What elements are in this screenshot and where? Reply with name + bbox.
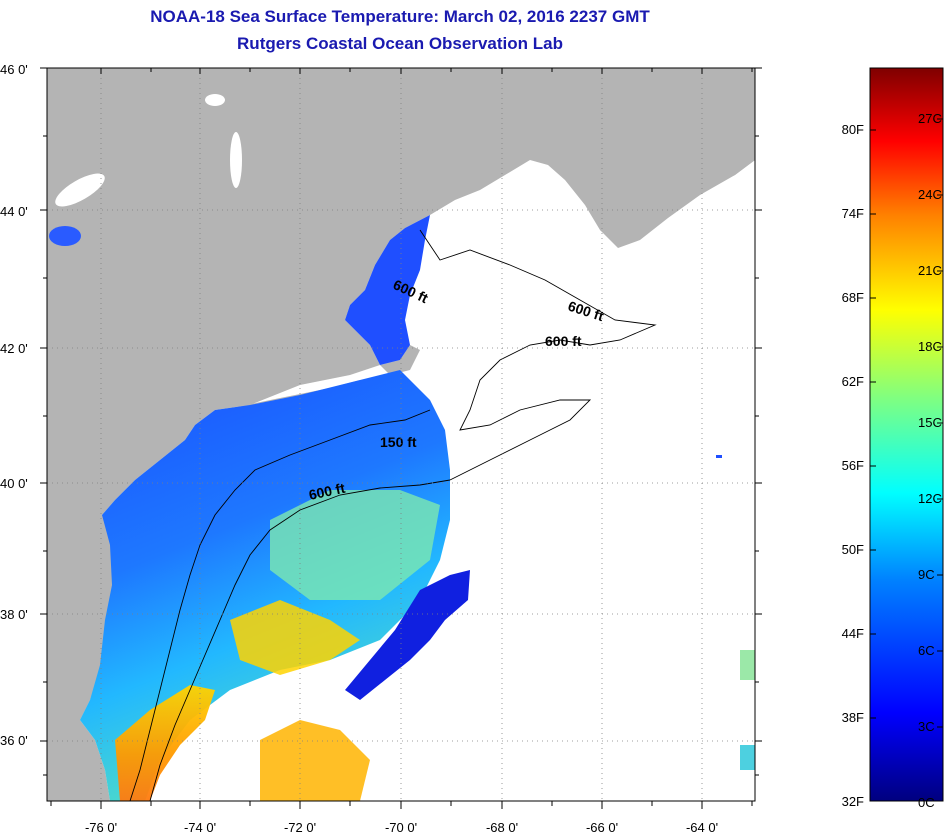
- lon-label: -68 0': [486, 820, 518, 835]
- colorbar-celsius-label: 24C: [918, 187, 942, 202]
- land-nova-scotia: [600, 105, 755, 248]
- lon-label: -72 0': [284, 820, 316, 835]
- sst-offshore-fragment: [740, 650, 755, 680]
- lat-label: 44 0': [0, 204, 28, 219]
- contour-line-600ft-shelf-break: [149, 479, 451, 801]
- colorbar-celsius-label: 27C: [918, 111, 942, 126]
- land-us-east-coast: [47, 68, 755, 720]
- colorbar-celsius-label: 12C: [918, 491, 942, 506]
- colorbar-fahrenheit-label: 32F: [842, 794, 864, 809]
- lat-label: 40 0': [0, 476, 28, 491]
- lake-champlain: [230, 132, 242, 188]
- colorbar-celsius-label: 18C: [918, 339, 942, 354]
- sst-offshore-fragment: [740, 745, 755, 770]
- lon-label: -76 0': [85, 820, 117, 835]
- lat-label: 38 0': [0, 607, 28, 622]
- lat-label: 46 0': [0, 62, 28, 77]
- colorbar-celsius-label: 0C: [918, 795, 935, 810]
- colorbar-ticks: [870, 118, 943, 728]
- lon-label: -64 0': [686, 820, 718, 835]
- sst-cyan-mid: [270, 490, 440, 600]
- colorbar-fahrenheit-label: 68F: [842, 290, 864, 305]
- lat-label: 42 0': [0, 341, 28, 356]
- colorbar-fahrenheit-label: 56F: [842, 458, 864, 473]
- lake-ontario-clouds: [55, 173, 105, 207]
- lon-label: -70 0': [385, 820, 417, 835]
- sst-gulf-of-maine: [345, 215, 430, 365]
- land-cape-hatteras: [47, 720, 110, 801]
- colorbar-celsius-label: 6C: [918, 643, 935, 658]
- colorbar-fahrenheit-label: 80F: [842, 122, 864, 137]
- colorbar-fahrenheit-label: 38F: [842, 710, 864, 725]
- lake-ontario: [49, 226, 81, 246]
- temperature-colorbar: [869, 67, 944, 802]
- colorbar-fahrenheit-label: 44F: [842, 626, 864, 641]
- contour-line-150ft: [129, 409, 431, 801]
- contour-line-600ft-gulf-maine: [419, 229, 657, 481]
- colorbar-celsius-label: 9C: [918, 567, 935, 582]
- graticule: [47, 67, 755, 801]
- contour-label: 600 ft: [307, 480, 346, 503]
- lon-label: -74 0': [184, 820, 216, 835]
- sst-offshore-cold: [345, 570, 470, 700]
- sst-warm-offshore: [260, 720, 370, 801]
- lon-label: -66 0': [586, 820, 618, 835]
- colorbar-celsius-label: 15C: [918, 415, 942, 430]
- colorbar-fahrenheit-label: 50F: [842, 542, 864, 557]
- sst-warm-patch: [230, 600, 360, 675]
- lake: [205, 94, 225, 106]
- sst-offshore-fragment: [716, 455, 722, 458]
- lat-label: 36 0': [0, 733, 28, 748]
- colorbar-celsius-label: 21C: [918, 263, 942, 278]
- colorbar-celsius-label: 3C: [918, 719, 935, 734]
- map-subtitle: Rutgers Coastal Ocean Observation Lab: [237, 34, 563, 53]
- map-title: NOAA-18 Sea Surface Temperature: March 0…: [150, 7, 650, 26]
- colorbar-fahrenheit-label: 62F: [842, 374, 864, 389]
- contour-label: 600 ft: [545, 333, 582, 349]
- sst-gulf-stream: [115, 685, 215, 801]
- axis-ticks: [40, 67, 762, 809]
- sst-shelf-water: [80, 370, 450, 801]
- colorbar-fahrenheit-label: 74F: [842, 206, 864, 221]
- contour-label: 150 ft: [380, 434, 417, 450]
